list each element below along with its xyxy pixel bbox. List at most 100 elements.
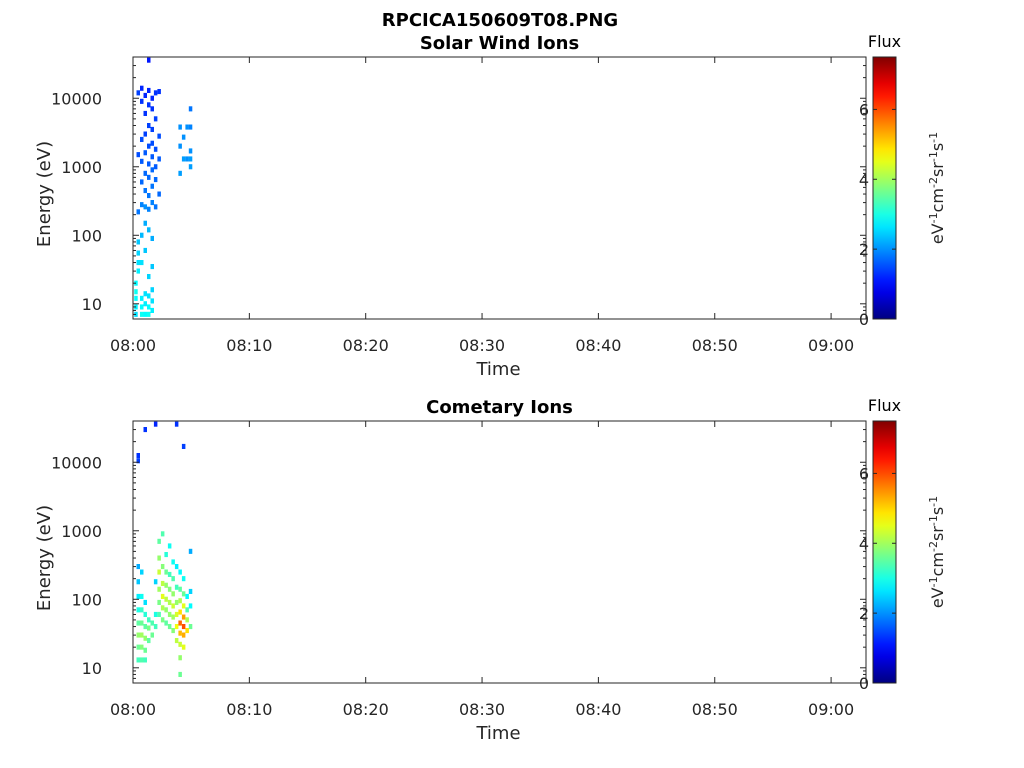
heatmap-cell	[157, 156, 161, 162]
heatmap-cell	[143, 150, 147, 156]
y-tick-label: 10000	[51, 89, 102, 108]
heatmap-cell	[143, 311, 147, 317]
heatmap-cell	[150, 235, 154, 241]
y-tick-label: 10	[82, 295, 102, 314]
panel-title: Solar Wind Ions	[420, 33, 579, 54]
heatmap-cell	[153, 421, 158, 427]
heatmap-cell	[143, 247, 147, 253]
heatmap-cell	[140, 260, 144, 266]
heatmap-cell	[140, 632, 144, 638]
heatmap-cell	[136, 260, 140, 266]
heatmap-cell	[150, 200, 154, 206]
heatmap-cell	[178, 598, 182, 604]
heatmap-cell	[178, 641, 182, 647]
heatmap-cell	[136, 90, 140, 96]
heatmap-cell	[160, 580, 165, 586]
heatmap-cell	[181, 576, 186, 582]
heatmap-cell	[178, 143, 182, 149]
colorbar-unit-label: eV-1cm-2sr-1s-1	[927, 132, 948, 244]
heatmap-cell	[171, 576, 175, 582]
x-tick-label: 08:10	[226, 336, 272, 355]
heatmap-cell	[147, 193, 151, 199]
heatmap-cell	[140, 158, 144, 164]
x-tick-label: 08:40	[575, 336, 621, 355]
heatmap-cell	[174, 611, 179, 617]
heatmap-cell	[140, 98, 144, 104]
heatmap-cell	[147, 227, 151, 233]
heatmap-cell	[153, 116, 158, 122]
heatmap-cell	[188, 124, 193, 130]
heatmap-cell	[150, 287, 154, 293]
heatmap-cell	[143, 301, 147, 307]
heatmap-cell	[153, 177, 158, 183]
heatmap-cell	[143, 131, 147, 137]
heatmap-cell	[147, 293, 151, 299]
heatmap-cell	[164, 552, 168, 558]
heatmap-cell	[157, 586, 161, 592]
heatmap-cell	[178, 170, 182, 176]
heatmap-cell	[143, 291, 147, 297]
heatmap-cell	[174, 624, 179, 630]
heatmap-cell	[150, 154, 154, 160]
heatmap-cell	[181, 632, 186, 638]
heatmap-cell	[181, 644, 186, 650]
heatmap-cells	[136, 421, 193, 677]
heatmap-cell	[153, 611, 158, 617]
heatmap-cell	[178, 124, 182, 130]
colorbar-tick-label: 0	[859, 310, 869, 329]
heatmap-cell	[164, 620, 168, 626]
heatmap-cell	[164, 569, 168, 575]
heatmap-cell	[167, 571, 172, 577]
heatmap-cell	[136, 579, 140, 585]
colorbar-unit-label: eV-1cm-2sr-1s-1	[927, 496, 948, 608]
heatmap-cell	[143, 188, 147, 194]
heatmap-cell	[185, 156, 189, 162]
heatmap-cell	[143, 635, 147, 641]
heatmap-cell	[143, 599, 147, 605]
heatmap-cell	[164, 582, 168, 588]
x-tick-label: 08:20	[343, 700, 389, 719]
heatmap-cell	[147, 206, 151, 212]
heatmap-cell	[134, 289, 138, 295]
heatmap-cell	[143, 204, 147, 210]
heatmap-cell	[143, 647, 147, 653]
heatmap-cell	[160, 617, 165, 623]
heatmap-cell	[181, 591, 186, 597]
colorbar	[872, 56, 897, 320]
x-tick-label: 08:40	[575, 700, 621, 719]
heatmap-cell	[181, 603, 186, 609]
heatmap-cell	[136, 250, 140, 256]
solar-wind-ions-panel: Solar Wind Ions 08:00 08:10 08:20 08:30 08:40…	[34, 32, 947, 380]
colorbar-tick-label: 2	[859, 240, 869, 259]
heatmap-cell	[181, 134, 186, 140]
heatmap-cell	[140, 202, 144, 208]
heatmap-cell	[185, 617, 189, 623]
heatmap-cell	[140, 607, 144, 613]
heatmap-cell	[157, 133, 161, 139]
heatmap-cell	[150, 264, 154, 270]
colorbar	[872, 420, 897, 684]
heatmap-cell	[136, 607, 140, 613]
heatmap-cell	[167, 611, 172, 617]
heatmap-cell	[136, 644, 140, 650]
heatmap-cell	[185, 124, 189, 130]
heatmap-cell	[150, 620, 154, 626]
heatmap-cell	[136, 239, 140, 245]
heatmap-cell	[185, 628, 189, 634]
heatmap-cell	[181, 614, 186, 620]
heatmap-cells	[134, 57, 193, 317]
heatmap-cell	[136, 593, 140, 599]
heatmap-cell	[153, 90, 158, 96]
heatmap-cell	[150, 95, 154, 101]
heatmap-cell	[174, 584, 179, 590]
heatmap-cell	[185, 607, 189, 613]
heatmap-cell	[147, 638, 151, 644]
y-tick-label: 1000	[61, 158, 102, 177]
heatmap-cell	[188, 156, 193, 162]
heatmap-cell	[150, 167, 154, 173]
heatmap-cell	[140, 593, 144, 599]
heatmap-cell	[153, 164, 158, 170]
heatmap-cell	[143, 427, 147, 433]
heatmap-cell	[147, 311, 151, 317]
heatmap-cell	[181, 624, 186, 630]
